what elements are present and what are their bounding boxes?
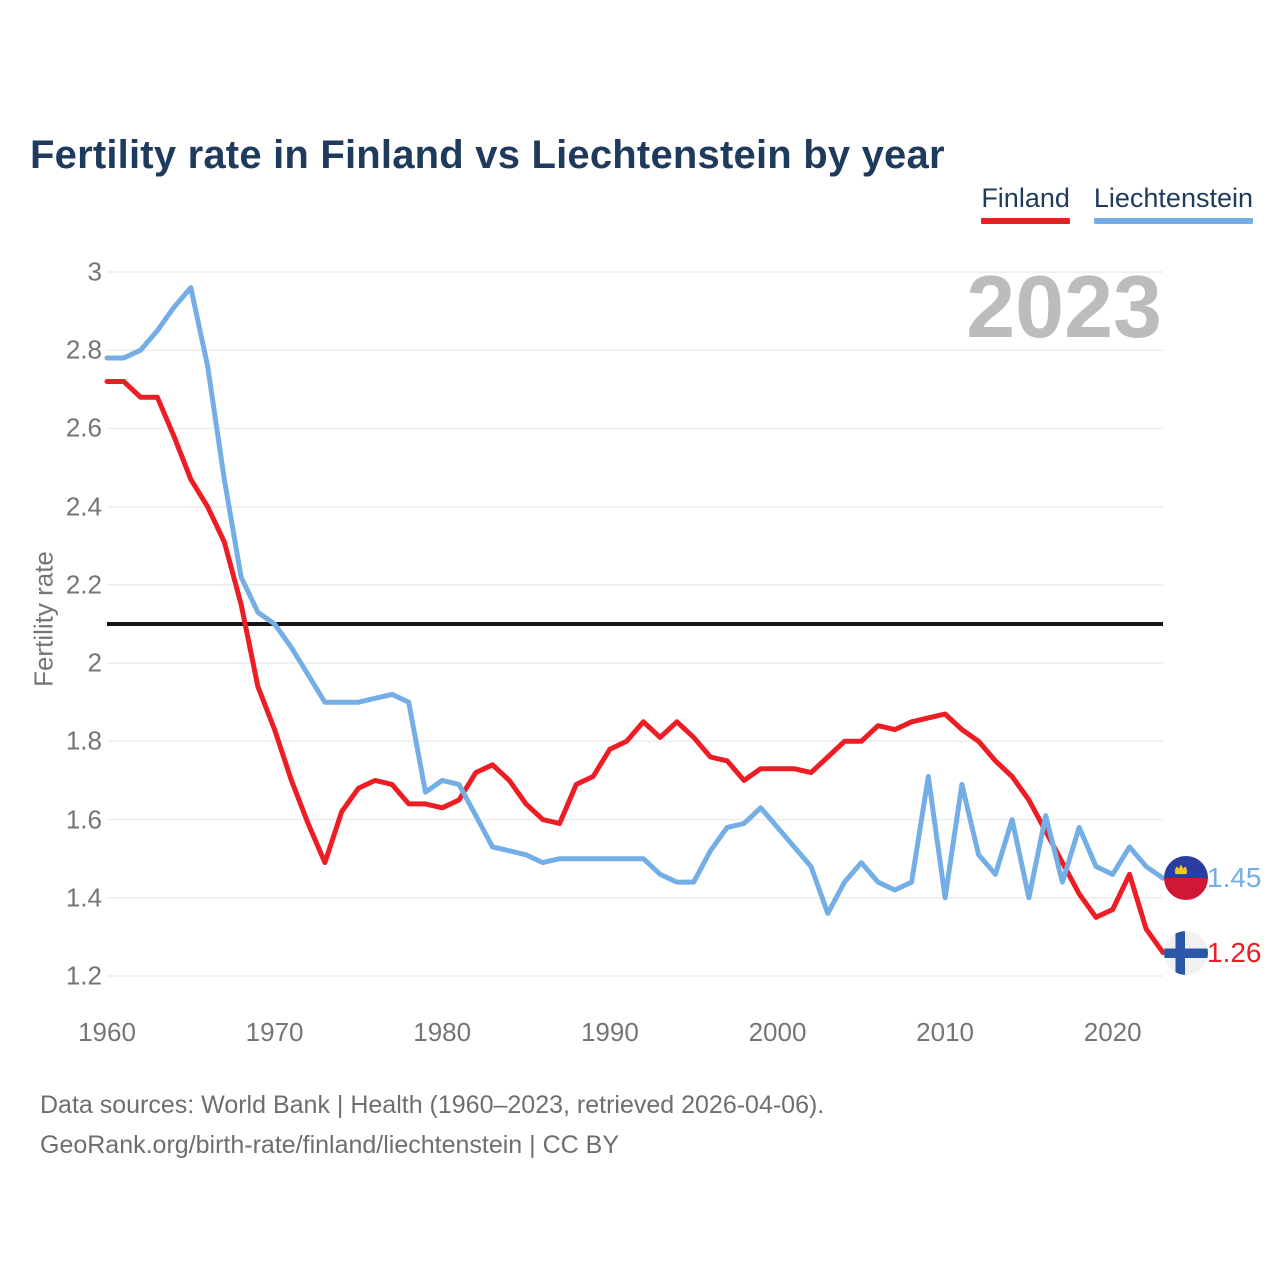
legend-underline-liechtenstein (1093, 218, 1253, 224)
x-tick-label: 1960 (78, 1017, 136, 1047)
legend-underline-finland (981, 218, 1070, 224)
y-tick-label: 1.4 (65, 882, 102, 913)
legend-item-finland[interactable]: Finland (981, 183, 1070, 224)
y-tick-label: 2.2 (65, 569, 102, 600)
y-tick-label: 2.6 (65, 412, 102, 443)
x-tick-label: 2000 (748, 1017, 807, 1047)
x-tick-label: 1980 (413, 1017, 472, 1047)
x-tick-label: 1990 (580, 1017, 639, 1047)
liechtenstein-flag-icon (1164, 856, 1208, 901)
finland-end-value: 1.26 (1207, 936, 1262, 968)
x-tick-label: 2020 (1083, 1017, 1142, 1047)
y-axis-title: Fertility rate (28, 551, 59, 687)
finland-line (104, 379, 1166, 955)
y-tick-label: 1.8 (65, 725, 102, 756)
liechtenstein-end-value: 1.45 (1207, 862, 1262, 894)
y-tick-label: 2 (87, 647, 102, 678)
finland-flag-icon (1164, 930, 1208, 975)
y-tick-label: 3 (87, 256, 102, 287)
page-title: Fertility rate in Finland vs Liechtenste… (30, 132, 945, 177)
legend: Finland Liechtenstein (981, 183, 1253, 224)
footer: Data sources: World Bank | Health (1960–… (40, 1085, 824, 1165)
x-tick-label: 2010 (916, 1017, 975, 1047)
legend-label-finland: Finland (981, 183, 1070, 213)
x-tick-label: 1970 (245, 1017, 304, 1047)
footer-source-line: Data sources: World Bank | Health (1960–… (40, 1091, 825, 1119)
legend-label-liechtenstein: Liechtenstein (1093, 183, 1253, 213)
footer-attribution-line: GeoRank.org/birth-rate/finland/liechtens… (40, 1131, 620, 1159)
liechtenstein-line (104, 285, 1166, 916)
y-tick-label: 1.6 (65, 804, 102, 835)
y-tick-label: 2.4 (65, 491, 102, 522)
legend-item-liechtenstein[interactable]: Liechtenstein (1093, 183, 1253, 224)
y-tick-label: 1.2 (65, 960, 102, 991)
y-tick-label: 2.8 (65, 334, 102, 365)
watermark-year: 2023 (966, 257, 1162, 356)
